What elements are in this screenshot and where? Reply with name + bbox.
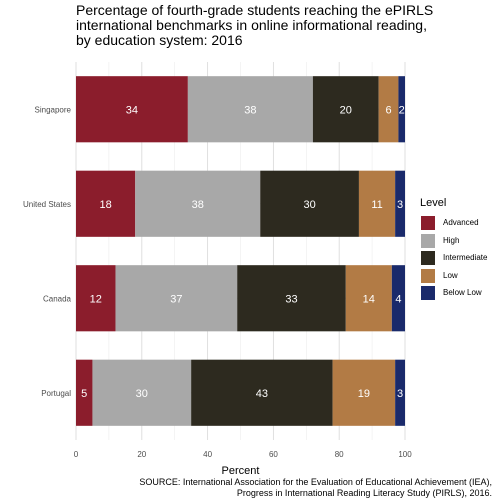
x-tick-label: 0 (74, 450, 79, 459)
bar-segment (398, 76, 405, 143)
bar-segment (391, 265, 405, 332)
bar-segment (358, 170, 396, 237)
x-axis-title: Percent (222, 465, 260, 477)
data-label: 5 (81, 388, 87, 400)
x-tick-label: 100 (398, 450, 412, 459)
data-label: 18 (99, 199, 111, 211)
bar-segment (395, 170, 405, 237)
bar-segment (378, 76, 399, 143)
data-label: 3 (397, 388, 403, 400)
bar-segment (191, 359, 333, 426)
bar-segment (135, 170, 261, 237)
bar-segment (395, 359, 405, 426)
data-label: 30 (303, 199, 315, 211)
data-label: 14 (363, 293, 375, 305)
data-label: 43 (256, 388, 268, 400)
bar-segment (76, 265, 116, 332)
bar-segment (76, 76, 188, 143)
x-tick-label: 40 (203, 450, 212, 459)
data-label: 3 (397, 199, 403, 211)
bar-segment (76, 359, 93, 426)
bar-segment (115, 265, 238, 332)
data-label: 34 (126, 104, 138, 116)
legend-label: Advanced (443, 218, 479, 227)
chart-title-line-1: Percentage of fourth-grade students reac… (76, 2, 434, 18)
legend-label: Intermediate (443, 253, 488, 262)
data-label: 20 (340, 104, 352, 116)
data-label: 38 (244, 104, 256, 116)
source-line-1: SOURCE: International Association for th… (139, 477, 492, 487)
legend-swatch (421, 216, 435, 230)
data-label: 11 (371, 199, 382, 211)
category-label: Singapore (35, 105, 72, 114)
bar-segment (345, 265, 392, 332)
data-label: 12 (90, 293, 102, 305)
legend-swatch (421, 233, 435, 248)
legend-label: High (443, 235, 460, 245)
bar-segment (312, 76, 379, 143)
legend-swatch (421, 251, 435, 265)
x-tick-label: 80 (335, 450, 344, 459)
data-label: 30 (136, 388, 148, 400)
data-label: 2 (399, 104, 405, 116)
bar-segment (187, 76, 313, 143)
data-label: 33 (285, 293, 297, 305)
bar-segment (92, 359, 192, 426)
data-label: 37 (170, 293, 182, 305)
data-label: 19 (358, 388, 370, 400)
source-line-2: Progress in International Reading Litera… (236, 488, 492, 498)
category-label: Portugal (41, 389, 71, 398)
bar-segment (260, 170, 359, 237)
data-label: 38 (192, 199, 204, 211)
x-tick-label: 60 (269, 450, 278, 459)
legend-swatch (421, 268, 435, 283)
bar-segment (237, 265, 346, 332)
data-label: 4 (395, 293, 401, 305)
bar-segment (332, 359, 396, 426)
x-tick-label: 20 (137, 450, 146, 459)
chart-title-line-3: by education system: 2016 (76, 32, 243, 48)
category-label: Canada (43, 294, 72, 303)
chart-title-line-2: international benchmarks in online infor… (76, 17, 427, 33)
legend-swatch (421, 286, 435, 300)
category-label: United States (23, 200, 71, 209)
legend-label: Below Low (443, 288, 482, 297)
legend-title: Level (420, 197, 447, 209)
data-label: 6 (385, 104, 391, 116)
legend-label: Low (443, 270, 458, 280)
bar-segment (76, 170, 136, 237)
